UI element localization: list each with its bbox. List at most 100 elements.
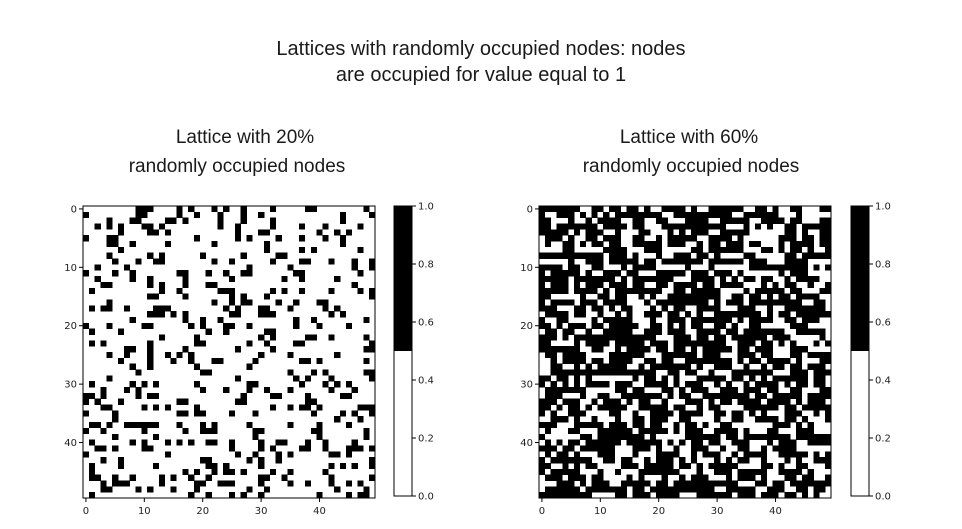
occupied-node: [597, 369, 604, 376]
occupied-node: [825, 392, 832, 400]
occupied-node: [708, 439, 715, 446]
occupied-node: [644, 445, 651, 452]
occupied-node: [749, 492, 756, 499]
occupied-node: [725, 357, 733, 364]
occupied-node: [287, 404, 294, 411]
occupied-node: [269, 346, 277, 353]
occupied-node: [585, 404, 592, 411]
occupied-node: [147, 346, 154, 353]
occupied-node: [106, 217, 113, 224]
occupied-node: [100, 457, 107, 464]
occupied-node: [205, 462, 212, 470]
occupied-node: [539, 468, 546, 475]
occupied-node: [772, 433, 779, 440]
occupied-node: [679, 281, 686, 289]
occupied-node: [620, 387, 627, 394]
occupied-node: [544, 404, 551, 411]
occupied-node: [562, 468, 569, 475]
occupied-node: [696, 486, 703, 493]
occupied-node: [644, 229, 651, 236]
occupied-node: [690, 480, 697, 487]
occupied-node: [351, 445, 358, 452]
occupied-node: [585, 445, 592, 452]
occupied-node: [574, 281, 581, 289]
occupied-node: [182, 427, 189, 435]
occupied-node: [614, 206, 622, 213]
occupied-node: [778, 287, 785, 294]
occupied-node: [83, 427, 90, 435]
occupied-node: [182, 316, 189, 324]
occupied-node: [252, 410, 259, 417]
occupied-node: [778, 363, 785, 370]
occupied-node: [743, 451, 750, 458]
occupied-node: [632, 480, 639, 487]
occupied-node: [568, 235, 575, 242]
occupied-node: [591, 322, 598, 329]
occupied-node: [708, 241, 715, 248]
occupied-node: [141, 427, 148, 435]
occupied-node: [807, 392, 814, 400]
occupied-node: [790, 352, 797, 359]
occupied-node: [170, 217, 177, 224]
occupied-node: [795, 375, 803, 382]
occupied-node: [603, 451, 610, 458]
occupied-node: [708, 293, 715, 300]
occupied-node: [229, 480, 236, 487]
occupied-node: [801, 433, 808, 440]
occupied-node: [591, 422, 598, 429]
occupied-node: [819, 457, 826, 464]
occupied-node: [790, 258, 797, 265]
occupied-node: [135, 211, 142, 218]
occupied-node: [807, 468, 814, 475]
occupied-node: [714, 427, 721, 435]
occupied-node: [667, 369, 674, 376]
occupied-node: [182, 270, 189, 277]
occupied-node: [351, 387, 358, 394]
occupied-node: [88, 422, 95, 429]
occupied-node: [784, 404, 791, 411]
occupied-node: [649, 468, 657, 475]
occupied-node: [550, 457, 557, 464]
occupied-node: [784, 293, 791, 300]
occupied-node: [795, 387, 803, 394]
occupied-node: [772, 427, 779, 435]
occupied-node: [603, 211, 610, 218]
occupied-node: [655, 322, 662, 329]
occupied-node: [632, 439, 639, 446]
occupied-node: [725, 346, 733, 353]
occupied-node: [690, 235, 697, 242]
occupied-node: [825, 462, 832, 470]
occupied-node: [193, 235, 201, 242]
occupied-node: [614, 328, 622, 335]
occupied-node: [714, 316, 721, 324]
occupied-node: [322, 369, 329, 376]
occupied-node: [579, 311, 587, 318]
occupied-node: [807, 398, 814, 405]
occupied-node: [568, 211, 575, 218]
occupied-node: [743, 474, 750, 481]
occupied-node: [737, 486, 744, 493]
occupied-node: [819, 480, 826, 487]
x-tick-label: 30: [255, 506, 268, 517]
occupied-node: [539, 398, 546, 405]
occupied-node: [176, 422, 183, 429]
colorbar-tick-label: 0.4: [875, 376, 891, 387]
occupied-node: [807, 433, 814, 440]
occupied-node: [673, 427, 680, 435]
occupied-node: [679, 229, 686, 236]
occupied-node: [544, 287, 551, 294]
occupied-node: [153, 433, 160, 440]
occupied-node: [825, 223, 832, 230]
occupied-node: [743, 229, 750, 236]
occupied-node: [334, 451, 341, 458]
occupied-node: [825, 451, 832, 458]
occupied-node: [679, 287, 686, 294]
occupied-node: [100, 445, 107, 452]
occupied-node: [685, 311, 692, 318]
occupied-node: [743, 363, 750, 370]
occupied-node: [597, 404, 604, 411]
occupied-node: [246, 387, 253, 394]
occupied-node: [749, 334, 756, 341]
occupied-node: [299, 357, 306, 364]
